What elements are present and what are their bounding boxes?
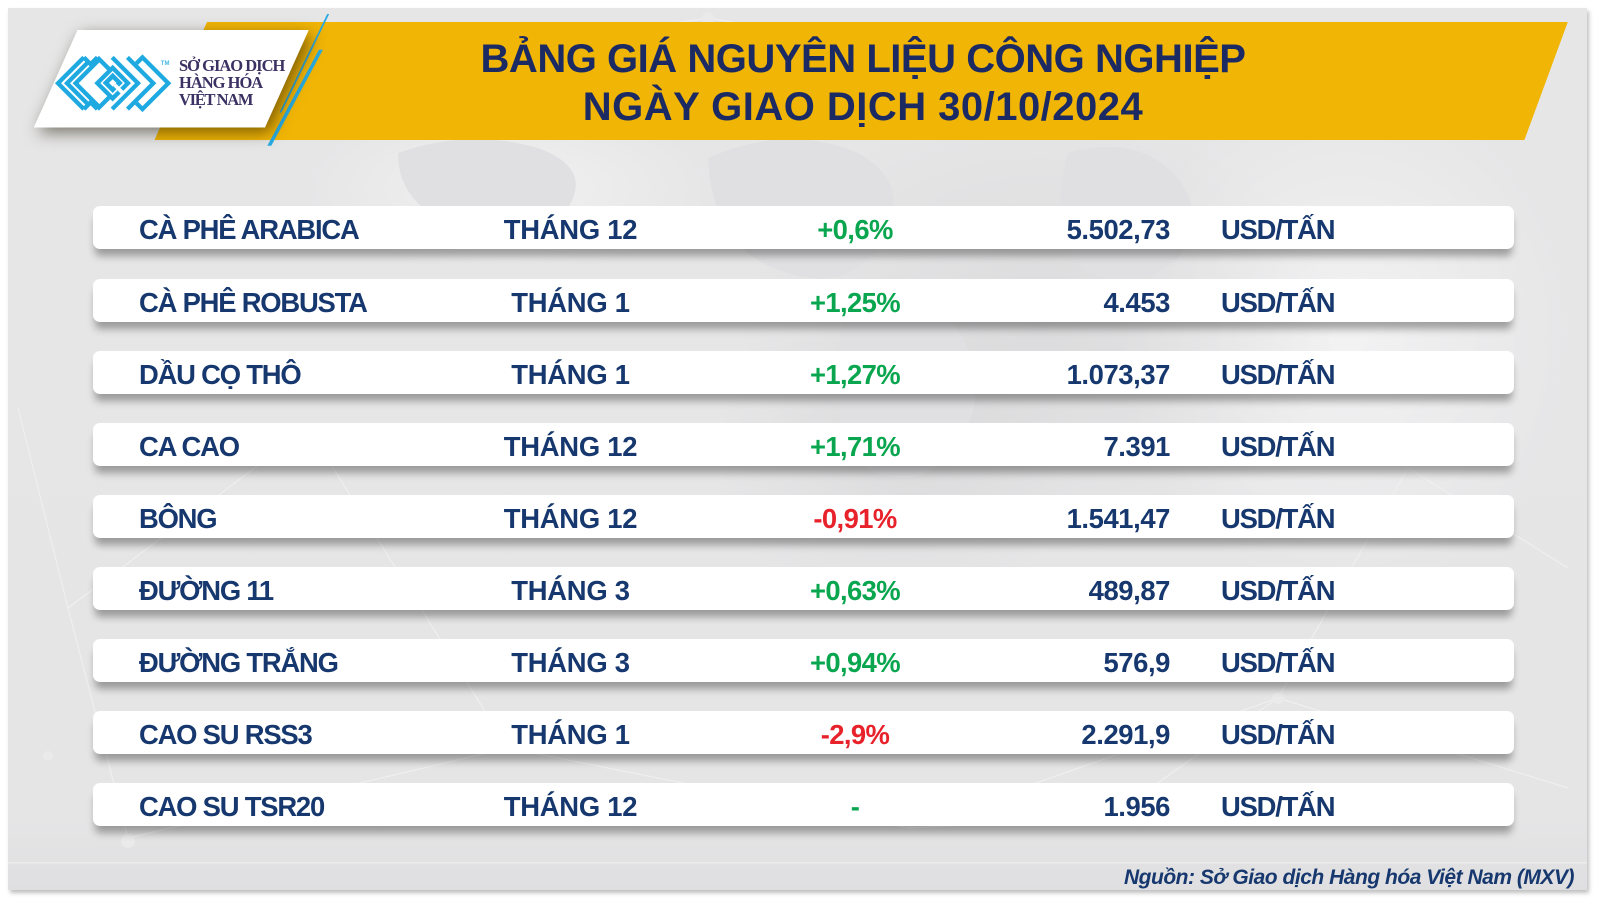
svg-text:TM: TM xyxy=(161,61,170,67)
